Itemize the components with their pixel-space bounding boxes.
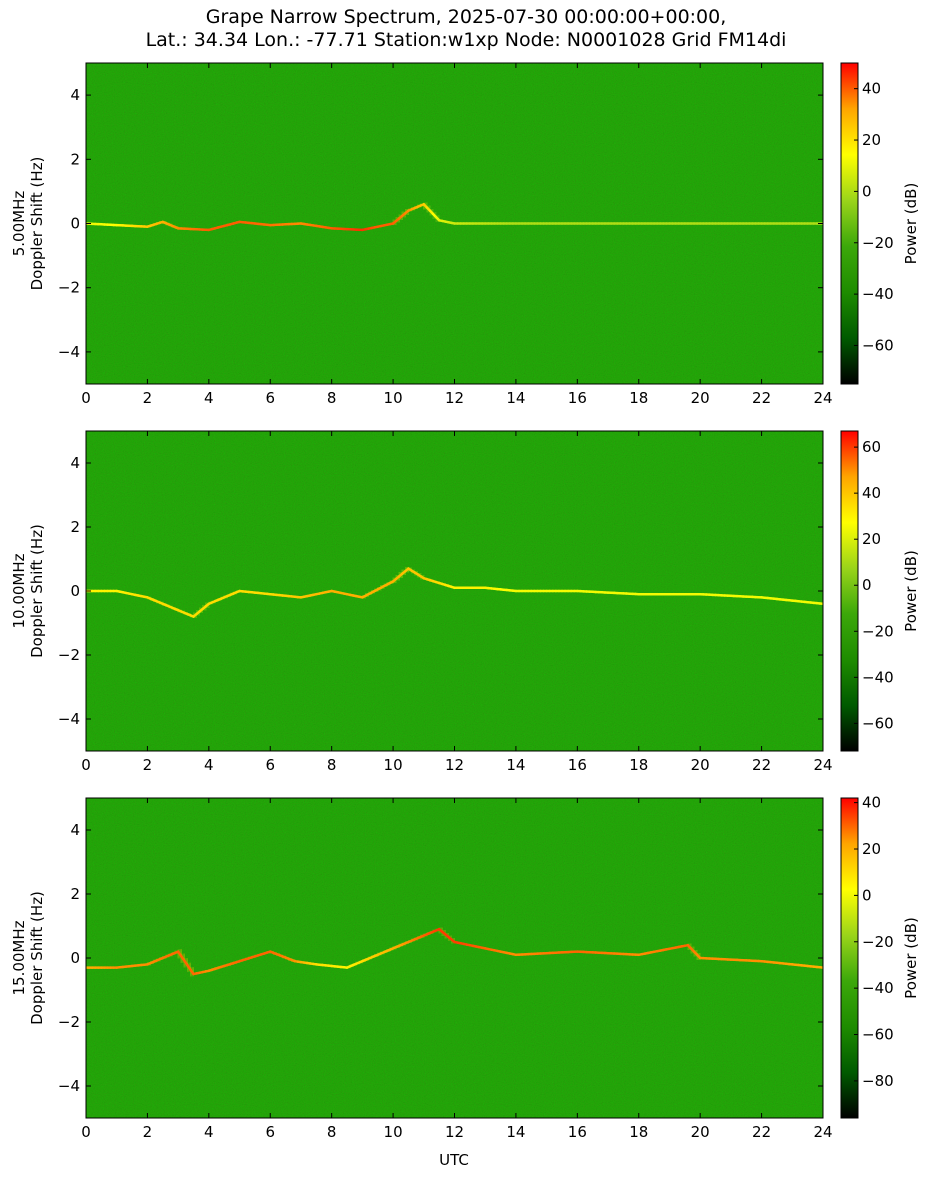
y-tick-label: −4 xyxy=(58,710,80,728)
colorbar-tick-label: 0 xyxy=(862,576,872,594)
colorbar-tick-label: 20 xyxy=(862,530,881,548)
y-tick-label: 0 xyxy=(70,582,80,600)
colorbar-tick-label: 0 xyxy=(862,886,872,904)
x-tick-label: 0 xyxy=(81,756,91,774)
y-tick-label: 2 xyxy=(70,150,80,168)
y-tick-label: −2 xyxy=(58,646,80,664)
colorbar-tick-label: 20 xyxy=(862,840,881,858)
x-tick-label: 24 xyxy=(813,1123,832,1141)
doppler-trace xyxy=(86,915,823,988)
y-tick-label: 4 xyxy=(70,86,80,104)
x-tick-label: 16 xyxy=(568,389,587,407)
title-line-2: Lat.: 34.34 Lon.: -77.71 Station:w1xp No… xyxy=(145,29,787,51)
frequency-label: 5.00MHz xyxy=(10,191,28,257)
colorbar-tick-label: −20 xyxy=(862,933,894,951)
colorbar xyxy=(840,62,859,385)
y-tick-label: 2 xyxy=(70,518,80,536)
colorbar-tick-label: −60 xyxy=(862,336,894,354)
frequency-label: 10.00MHz xyxy=(10,553,28,628)
x-tick-label: 10 xyxy=(384,756,403,774)
y-tick-label: −4 xyxy=(58,1077,80,1095)
x-tick-label: 18 xyxy=(629,389,648,407)
x-tick-label: 10 xyxy=(384,389,403,407)
frequency-label: 15.00MHz xyxy=(10,920,28,995)
colorbar-tick-label: −60 xyxy=(862,1026,894,1044)
y-tick-label: 4 xyxy=(70,821,80,839)
y-tick-label: 2 xyxy=(70,885,80,903)
y-tick-label: −2 xyxy=(58,279,80,297)
x-tick-label: 20 xyxy=(691,389,710,407)
y-axis-label: Doppler Shift (Hz) xyxy=(28,891,46,1025)
x-tick-label: 2 xyxy=(143,389,153,407)
x-tick-label: 4 xyxy=(204,389,214,407)
doppler-trace xyxy=(86,557,823,629)
x-tick-label: 12 xyxy=(445,756,464,774)
x-tick-label: 8 xyxy=(327,756,337,774)
x-tick-label: 2 xyxy=(143,756,153,774)
x-tick-label: 0 xyxy=(81,389,91,407)
colorbar-tick-label: 20 xyxy=(862,131,881,149)
x-tick-label: 10 xyxy=(384,1123,403,1141)
y-tick-label: 0 xyxy=(70,215,80,233)
x-axis-label: UTC xyxy=(439,1151,469,1169)
x-tick-label: 2 xyxy=(143,1123,153,1141)
colorbar-label: Power (dB) xyxy=(902,550,920,632)
colorbar-tick-label: −60 xyxy=(862,714,894,732)
colorbar-tick-label: −80 xyxy=(862,1072,894,1090)
title-line-1: Grape Narrow Spectrum, 2025-07-30 00:00:… xyxy=(205,6,727,28)
x-tick-label: 12 xyxy=(445,1123,464,1141)
x-tick-label: 14 xyxy=(506,1123,525,1141)
x-tick-label: 14 xyxy=(506,756,525,774)
colorbar-tick-label: 40 xyxy=(862,794,881,812)
x-tick-label: 24 xyxy=(813,756,832,774)
colorbar-tick-label: 60 xyxy=(862,438,881,456)
colorbar-tick-label: 40 xyxy=(862,80,881,98)
y-tick-label: 4 xyxy=(70,454,80,472)
x-tick-label: 12 xyxy=(445,389,464,407)
colorbar-tick-label: −20 xyxy=(862,622,894,640)
x-tick-label: 0 xyxy=(81,1123,91,1141)
x-tick-label: 16 xyxy=(568,756,587,774)
colorbar-tick-label: −40 xyxy=(862,668,894,686)
colorbar-tick-label: −20 xyxy=(862,234,894,252)
y-axis-label: Doppler Shift (Hz) xyxy=(28,157,46,291)
colorbar-label: Power (dB) xyxy=(902,917,920,999)
colorbar-tick-label: 40 xyxy=(862,484,881,502)
x-tick-label: 8 xyxy=(327,389,337,407)
x-tick-label: 22 xyxy=(752,756,771,774)
x-tick-label: 16 xyxy=(568,1123,587,1141)
colorbar xyxy=(840,430,859,752)
x-tick-label: 22 xyxy=(752,1123,771,1141)
chart-title: Grape Narrow Spectrum, 2025-07-30 00:00:… xyxy=(0,6,932,52)
doppler-trace xyxy=(86,192,823,245)
y-tick-label: −4 xyxy=(58,343,80,361)
x-tick-label: 24 xyxy=(813,389,832,407)
colorbar-tick-label: −40 xyxy=(862,979,894,997)
colorbar xyxy=(840,797,859,1119)
x-tick-label: 4 xyxy=(204,1123,214,1141)
x-tick-label: 18 xyxy=(629,756,648,774)
x-tick-label: 6 xyxy=(265,389,275,407)
colorbar-label: Power (dB) xyxy=(902,183,920,265)
x-tick-label: 14 xyxy=(506,389,525,407)
y-axis-label: Doppler Shift (Hz) xyxy=(28,524,46,658)
x-tick-label: 20 xyxy=(691,756,710,774)
x-tick-label: 8 xyxy=(327,1123,337,1141)
x-tick-label: 6 xyxy=(265,1123,275,1141)
colorbar-tick-label: 0 xyxy=(862,182,872,200)
x-tick-label: 4 xyxy=(204,756,214,774)
y-tick-label: 0 xyxy=(70,949,80,967)
y-tick-label: −2 xyxy=(58,1013,80,1031)
x-tick-label: 18 xyxy=(629,1123,648,1141)
colorbar-tick-label: −40 xyxy=(862,285,894,303)
x-tick-label: 22 xyxy=(752,389,771,407)
x-tick-label: 20 xyxy=(691,1123,710,1141)
x-tick-label: 6 xyxy=(265,756,275,774)
